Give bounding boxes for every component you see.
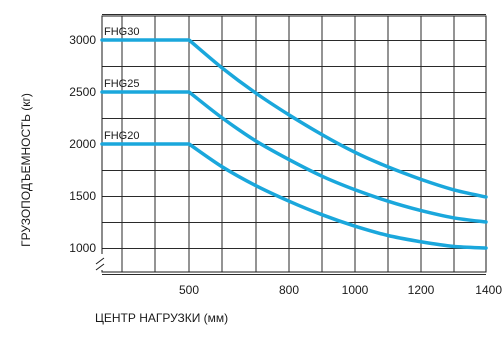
y-tick-label: 1000: [69, 241, 96, 255]
x-axis-title: ЦЕНТР НАГРУЗКИ (мм): [95, 311, 228, 325]
x-tick-label: 1000: [342, 283, 369, 297]
axis-break-gap: [100, 254, 106, 270]
y-tick-label: 2500: [69, 85, 96, 99]
series-label-fhg30: FHG30: [104, 26, 139, 38]
series-line-fhg25: [100, 90, 488, 224]
y-tick-label: 2000: [69, 137, 96, 151]
y-tick-label: 3000: [69, 33, 96, 47]
x-tick-label: 500: [179, 283, 199, 297]
y-axis-title: ГРУЗОПОДЪЕМНОСТЬ (кг): [19, 93, 33, 247]
axis-break-mark: [95, 254, 106, 271]
x-tick-label: 1200: [408, 283, 435, 297]
y-tick-label: 1500: [69, 189, 96, 203]
axis-break-squiggle: [95, 257, 105, 271]
tick-labels: 1000 1500 2000 2500 3000 500 800 1000 1200 1400: [69, 33, 502, 297]
series-lines: [100, 38, 488, 250]
series-label-fhg20: FHG20: [104, 130, 139, 142]
series-line-fhg20: [100, 142, 488, 250]
series-label-fhg25: FHG25: [104, 78, 139, 90]
series-line-fhg30: [100, 38, 488, 199]
x-tick-label: 1400: [475, 283, 502, 297]
x-tick-label: 800: [279, 283, 299, 297]
series-labels: FHG30 FHG25 FHG20: [104, 26, 139, 142]
grid: [101, 14, 487, 275]
